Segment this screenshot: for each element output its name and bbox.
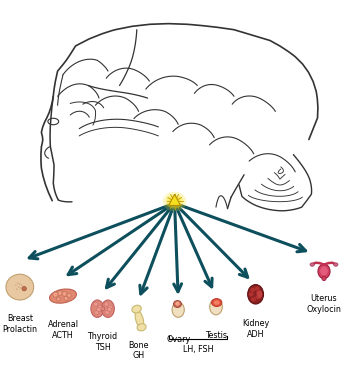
Ellipse shape	[168, 197, 180, 206]
Ellipse shape	[91, 300, 104, 317]
Ellipse shape	[18, 286, 19, 288]
Ellipse shape	[174, 301, 181, 308]
Ellipse shape	[62, 291, 67, 296]
Text: LH, FSH: LH, FSH	[183, 345, 213, 354]
Ellipse shape	[6, 274, 34, 300]
Ellipse shape	[166, 194, 183, 209]
Ellipse shape	[17, 283, 19, 284]
Ellipse shape	[21, 284, 23, 286]
Ellipse shape	[102, 300, 114, 317]
Ellipse shape	[250, 288, 255, 292]
Ellipse shape	[53, 292, 58, 297]
Ellipse shape	[104, 302, 109, 306]
Ellipse shape	[248, 284, 264, 304]
Ellipse shape	[107, 307, 112, 312]
Ellipse shape	[210, 299, 222, 315]
Ellipse shape	[256, 291, 261, 295]
Ellipse shape	[249, 292, 254, 296]
Ellipse shape	[172, 302, 184, 317]
Text: Adrenal
ACTH: Adrenal ACTH	[48, 320, 78, 340]
Ellipse shape	[318, 264, 330, 279]
Text: Thyroid
TSH: Thyroid TSH	[87, 332, 118, 351]
Ellipse shape	[50, 289, 76, 303]
Ellipse shape	[175, 301, 180, 306]
Ellipse shape	[20, 287, 22, 289]
Ellipse shape	[251, 297, 256, 301]
Ellipse shape	[22, 286, 26, 291]
Ellipse shape	[16, 288, 18, 290]
Ellipse shape	[320, 266, 328, 276]
Text: Bone
GH: Bone GH	[129, 341, 149, 361]
Ellipse shape	[105, 310, 109, 315]
Ellipse shape	[15, 284, 17, 286]
Ellipse shape	[255, 286, 260, 291]
Ellipse shape	[108, 305, 112, 309]
Text: Ovary: Ovary	[166, 335, 190, 344]
Text: Testis: Testis	[205, 331, 227, 341]
Ellipse shape	[58, 291, 62, 295]
Text: Uterus
Oxylocin: Uterus Oxylocin	[307, 294, 341, 314]
Ellipse shape	[19, 283, 21, 285]
Polygon shape	[169, 194, 180, 205]
Ellipse shape	[257, 290, 262, 298]
Ellipse shape	[212, 299, 222, 307]
Ellipse shape	[135, 310, 144, 328]
Ellipse shape	[94, 310, 99, 315]
Ellipse shape	[255, 295, 260, 299]
Ellipse shape	[101, 307, 104, 311]
Text: Breast
Prolactin: Breast Prolactin	[2, 314, 37, 334]
Ellipse shape	[163, 192, 186, 211]
Ellipse shape	[334, 263, 338, 266]
Ellipse shape	[96, 307, 101, 312]
Ellipse shape	[64, 296, 68, 300]
Ellipse shape	[322, 276, 326, 281]
Ellipse shape	[57, 297, 60, 301]
Ellipse shape	[67, 293, 71, 298]
Ellipse shape	[97, 305, 102, 309]
Ellipse shape	[132, 305, 141, 313]
Ellipse shape	[214, 300, 220, 305]
Ellipse shape	[94, 302, 98, 306]
Ellipse shape	[310, 263, 314, 266]
Text: Kidney
ADH: Kidney ADH	[242, 320, 269, 339]
Ellipse shape	[137, 324, 146, 331]
